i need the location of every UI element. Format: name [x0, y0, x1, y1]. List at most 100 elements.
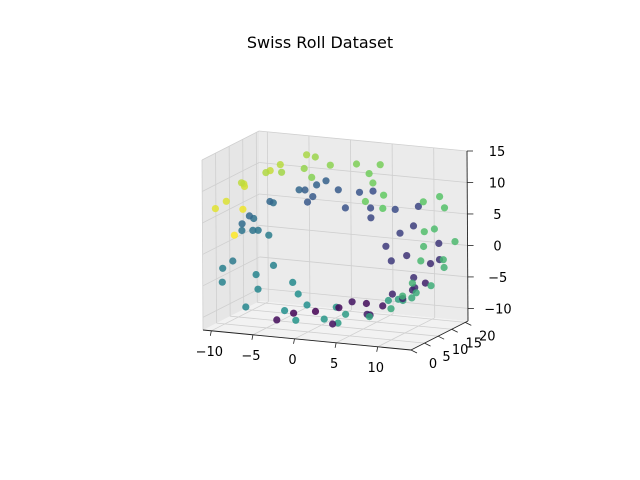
scatter-point — [254, 285, 262, 293]
y-tick-mark — [410, 349, 418, 354]
scatter-point — [242, 303, 250, 311]
scatter-point — [426, 260, 435, 268]
scatter-point — [367, 204, 375, 212]
scatter-point — [289, 278, 297, 286]
axis-lines — [202, 150, 469, 351]
x-tick-label: 10 — [367, 361, 384, 376]
scatter-point — [380, 191, 388, 199]
scatter-point — [273, 316, 281, 324]
z-grid-back — [259, 225, 468, 246]
x-tick-label: −10 — [196, 345, 223, 360]
scatter-point — [292, 316, 300, 324]
scatter-point — [334, 319, 342, 327]
y-tick-label: 0 — [429, 357, 437, 372]
scatter-point — [266, 197, 274, 206]
scatter-point — [403, 252, 411, 260]
y-tick-label: 20 — [479, 329, 496, 344]
scatter-point — [230, 231, 238, 239]
scatter-point — [420, 228, 428, 236]
scatter-point — [335, 304, 343, 312]
scatter-point — [300, 164, 308, 173]
x-grid-back — [266, 131, 269, 302]
y-grid-left — [215, 153, 217, 324]
scatter-point — [311, 153, 319, 161]
x-grid-back — [391, 143, 394, 314]
x-tick-mark — [334, 342, 337, 348]
z-tick-label: 5 — [493, 208, 501, 223]
y-grid-floor — [243, 308, 452, 330]
y-tick-mark — [465, 322, 472, 326]
z-tick-label: 0 — [493, 239, 501, 254]
scatter-point — [387, 257, 395, 265]
scatter-point — [420, 242, 428, 251]
scatter-point — [249, 226, 257, 234]
axis-gridlines — [201, 130, 468, 351]
scatter-point — [218, 278, 226, 286]
scatter-point — [219, 264, 227, 272]
scatter-point — [435, 239, 443, 247]
scatter-point — [309, 193, 317, 201]
scatter-point — [238, 226, 246, 235]
z-grid-back — [259, 162, 468, 183]
scatter-point — [341, 204, 349, 212]
y-tick-mark — [424, 342, 431, 347]
x-grid-back — [308, 135, 311, 306]
scatter-point — [396, 229, 404, 237]
scatter-point — [369, 187, 377, 195]
scatter-point — [348, 298, 356, 306]
scatter-point — [379, 204, 387, 212]
scatter-point — [278, 168, 286, 176]
y-tick-label: 15 — [465, 336, 482, 351]
scatter-point — [245, 212, 253, 220]
scatter-point — [239, 205, 247, 213]
scatter-point — [362, 299, 370, 308]
scatter-point — [320, 315, 328, 323]
scatter-point — [295, 186, 303, 194]
scatter-point — [313, 181, 321, 189]
z-grid-left — [202, 162, 260, 192]
scatter-point — [355, 188, 364, 196]
scatter-points — [211, 151, 459, 328]
x-tick-label: −5 — [241, 349, 260, 364]
scatter-point — [237, 179, 246, 187]
scatter-point — [308, 173, 316, 181]
scatter-point — [290, 309, 298, 317]
z-grid-left — [202, 256, 260, 287]
scatter-point — [440, 204, 449, 212]
y-grid-left — [201, 159, 204, 331]
scatter-point — [367, 214, 375, 222]
scatter-point — [410, 274, 418, 282]
y-axis-line — [410, 320, 469, 351]
scatter-point — [430, 225, 438, 233]
scatter-point — [334, 186, 342, 194]
scatter-point — [294, 290, 302, 298]
y-tick-label: 10 — [452, 343, 469, 358]
scatter-point — [451, 238, 459, 246]
scatter-point — [303, 198, 312, 206]
scatter-point — [281, 307, 289, 315]
z-grid-left — [202, 288, 261, 318]
z-tick-label: −5 — [488, 271, 507, 286]
scatter-point — [276, 161, 284, 169]
scatter-point — [301, 186, 309, 194]
back-pane — [259, 131, 468, 321]
scatter-point — [388, 290, 396, 298]
z-tick-label: −10 — [484, 302, 511, 317]
y-tick-label: 5 — [442, 350, 450, 365]
scatter-point — [262, 169, 270, 177]
scatter-point — [409, 222, 418, 230]
scatter-point — [252, 271, 260, 279]
x-tick-mark — [376, 346, 379, 352]
y-grid-floor — [216, 322, 425, 344]
scatter-point — [365, 170, 373, 178]
scatter-point — [303, 301, 311, 309]
z-tick-label: 10 — [489, 176, 506, 191]
z-grid-back — [259, 288, 468, 309]
x-tick-label: 5 — [330, 357, 338, 372]
z-tick-label: 15 — [489, 145, 506, 160]
scatter-point — [269, 261, 278, 269]
scatter-point — [342, 310, 350, 318]
y-tick-mark — [451, 328, 458, 333]
